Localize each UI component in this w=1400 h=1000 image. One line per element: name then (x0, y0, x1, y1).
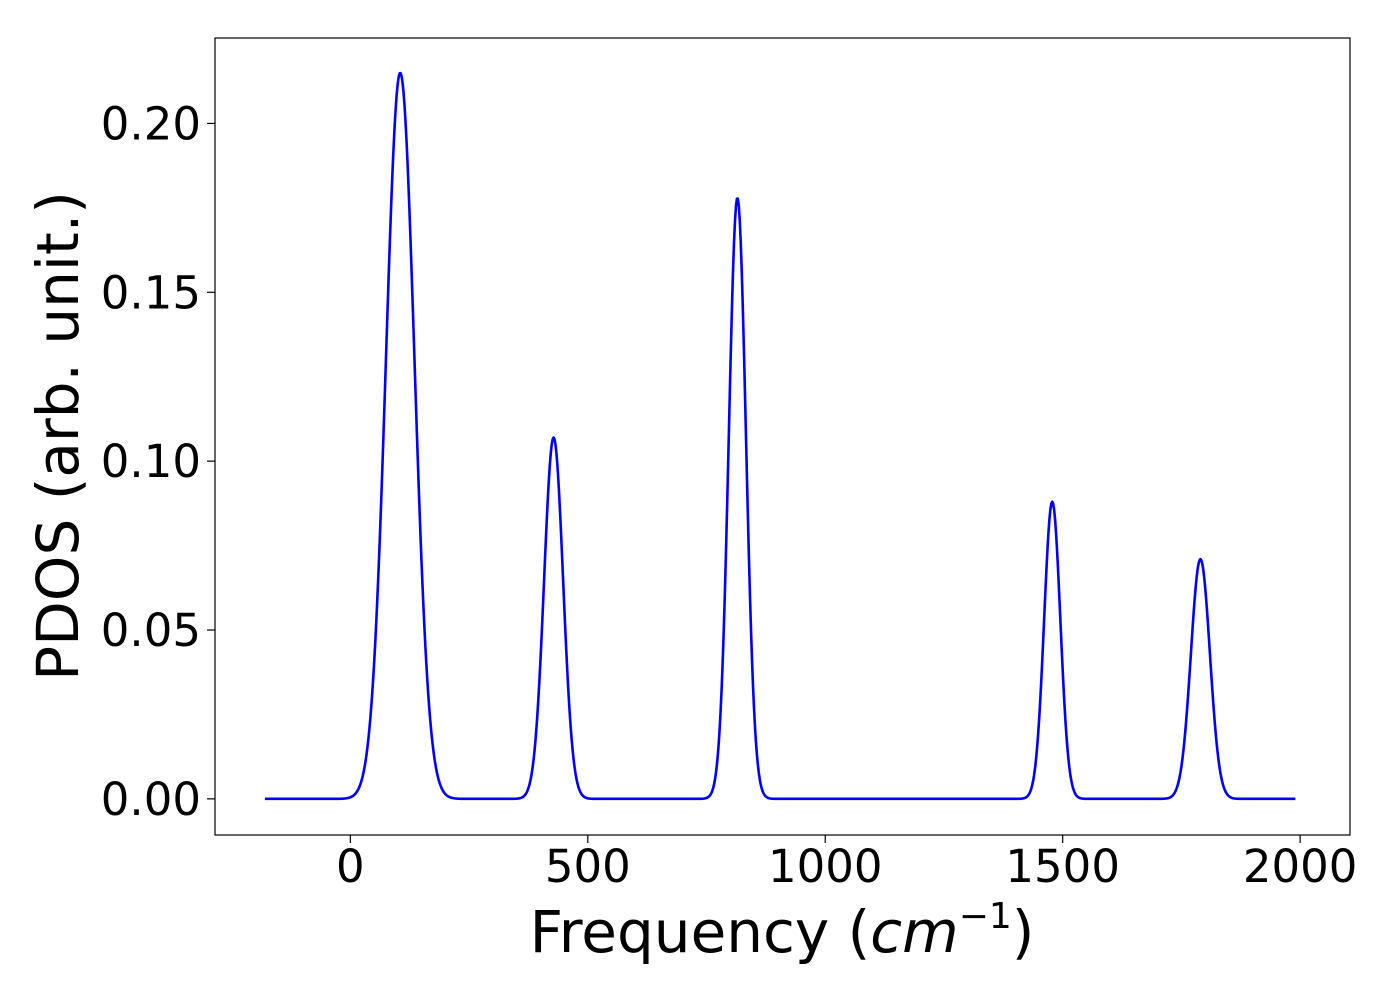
x-tick-label: 1000 (768, 840, 883, 893)
y-tick-label: 0.10 (101, 435, 201, 488)
x-tick-label: 2000 (1243, 840, 1358, 893)
x-axis-label: Frequency (cm−1) (530, 896, 1035, 966)
x-tick-label: 1500 (1005, 840, 1120, 893)
x-axis-ticks: 0 500 1000 1500 2000 (336, 835, 1357, 893)
y-tick-label: 0.20 (101, 97, 201, 150)
y-tick-label: 0.15 (101, 266, 201, 319)
pdos-series-line (264, 71, 1296, 801)
x-tick-label: 500 (545, 840, 631, 893)
y-tick-label: 0.05 (101, 604, 201, 657)
y-axis-ticks: 0.00 0.05 0.10 0.15 0.20 (101, 97, 215, 826)
x-tick-label: 0 (336, 840, 365, 893)
y-tick-label: 0.00 (101, 773, 201, 826)
plot-area-frame (214, 37, 1351, 836)
y-axis-label: PDOS (arb. unit.) (24, 191, 92, 681)
